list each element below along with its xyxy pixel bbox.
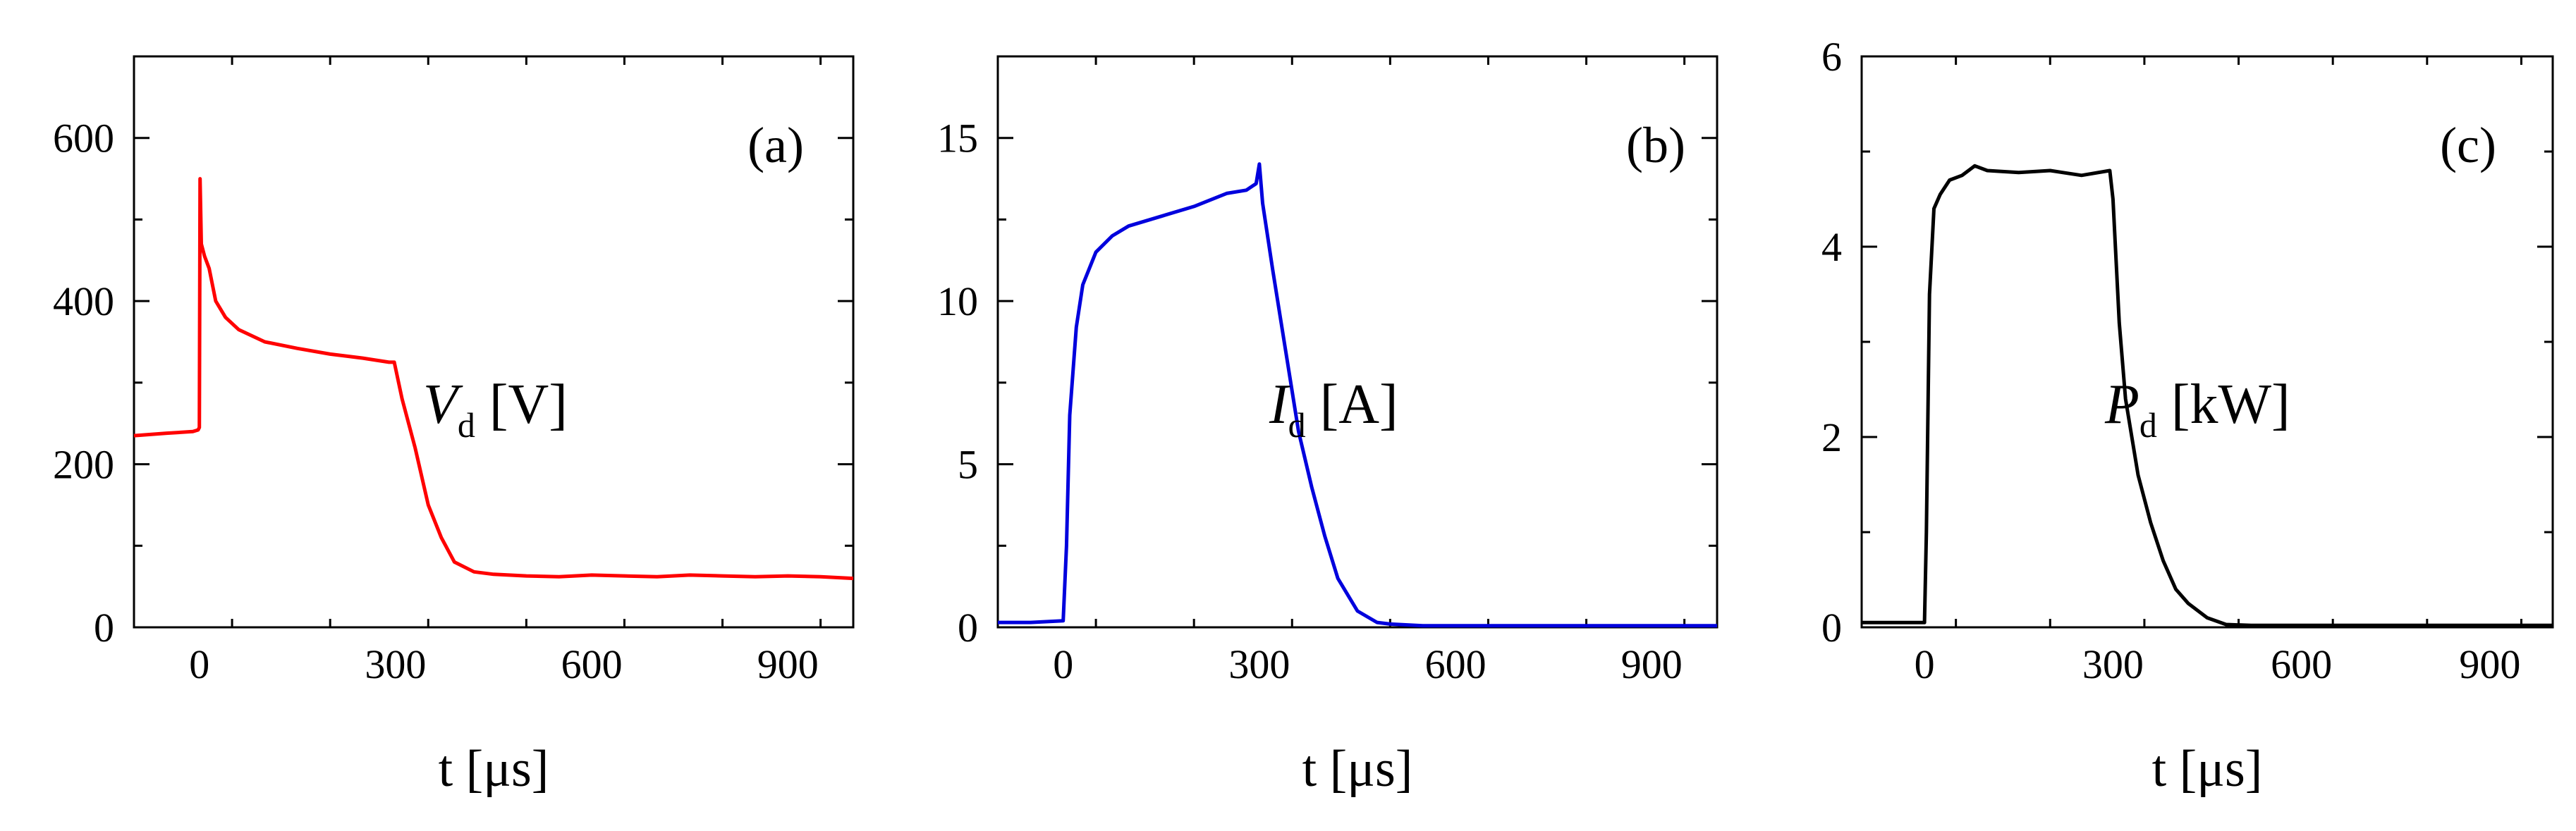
chart-panel-2: 0 300 600 900 0 5 10 15 t [μs] (b) Id [A]: [937, 55, 1719, 798]
x-tick-label: 600: [2271, 641, 2332, 687]
panel-label: (c): [2440, 117, 2496, 173]
x-tick-label: 600: [1425, 641, 1487, 687]
x-axis-label: t [μs]: [439, 740, 549, 798]
chart-panel-3: 0 300 600 900 0 2 4 6 t [μs] (c) Pd [kW]: [1821, 34, 2554, 798]
x-axis-label: t [μs]: [2152, 740, 2263, 798]
plot-frame: [133, 55, 855, 629]
y-tick-label: 200: [53, 442, 114, 488]
y-tick-label: 15: [937, 116, 978, 161]
y-tick-label: 6: [1821, 34, 1842, 80]
y-tick-label: 400: [53, 278, 114, 324]
series-line-Pd: [1862, 164, 2553, 627]
chart-panel-1: 0 300 600 900 0 200 400 600 t [μs] (a) Vd [V]: [53, 55, 855, 798]
y-tick-label: 0: [958, 605, 978, 651]
series-annotation: Id [A]: [1269, 374, 1398, 445]
series-line-Vd: [133, 177, 854, 581]
x-tick-label: 900: [757, 641, 819, 687]
panel-label: (b): [1626, 117, 1685, 173]
panel-label: (a): [747, 117, 804, 173]
x-tick-label: 900: [2459, 641, 2520, 687]
series-line-Id: [998, 162, 1717, 628]
x-tick-label: 300: [1228, 641, 1290, 687]
y-tick-label: 600: [53, 116, 114, 161]
plot-frame: [996, 55, 1719, 629]
y-tick-label: 0: [94, 605, 114, 651]
x-tick-label: 300: [365, 641, 426, 687]
y-tick-label: 4: [1821, 224, 1842, 270]
x-tick-label: 600: [561, 641, 623, 687]
series-annotation: Pd [kW]: [2104, 374, 2290, 445]
x-tick-label: 0: [1915, 641, 1935, 687]
y-tick-label: 10: [937, 278, 978, 324]
y-tick-label: 0: [1821, 605, 1842, 651]
x-tick-label: 300: [2082, 641, 2144, 687]
x-axis-label: t [μs]: [1302, 740, 1413, 798]
x-tick-label: 0: [189, 641, 209, 687]
y-tick-label: 2: [1821, 414, 1842, 460]
x-tick-label: 0: [1053, 641, 1073, 687]
y-tick-label: 5: [958, 442, 978, 488]
x-tick-label: 900: [1621, 641, 1683, 687]
series-annotation: Vd [V]: [423, 374, 568, 445]
